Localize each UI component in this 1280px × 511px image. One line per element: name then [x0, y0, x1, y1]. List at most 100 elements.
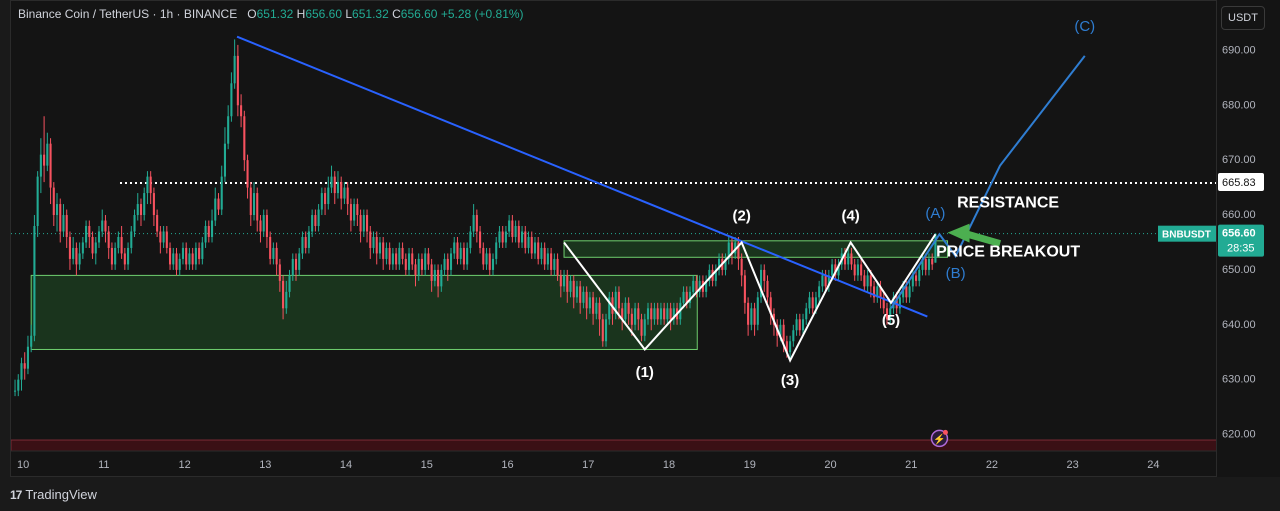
- candle-body: [527, 236, 530, 248]
- demand-zone-2[interactable]: [563, 240, 949, 258]
- candle-body: [204, 226, 207, 243]
- candle: [543, 242, 546, 270]
- candle-body: [43, 154, 46, 166]
- candle-body: [485, 253, 488, 265]
- candle-body: [288, 275, 291, 292]
- candle-body: [330, 176, 333, 188]
- candle: [753, 302, 756, 336]
- candle: [663, 302, 666, 325]
- candle-body: [533, 242, 537, 254]
- candle: [666, 302, 669, 325]
- candle-body: [669, 308, 672, 320]
- candle: [236, 44, 239, 117]
- candle: [333, 171, 336, 205]
- alert-icon[interactable]: [930, 429, 949, 448]
- candle: [889, 302, 892, 325]
- candle-body: [582, 291, 585, 303]
- candle-body: [314, 215, 317, 226]
- candle: [601, 313, 604, 347]
- descending-trendline[interactable]: [236, 35, 928, 318]
- candle-body: [743, 275, 746, 303]
- candle-body: [136, 204, 139, 216]
- candle-body: [763, 269, 766, 281]
- candle: [798, 313, 801, 336]
- candle: [385, 242, 388, 265]
- candle: [488, 247, 491, 276]
- candle: [88, 220, 91, 248]
- candle-body: [782, 324, 785, 342]
- candle-body: [243, 116, 246, 161]
- candle-body: [627, 302, 630, 314]
- candle: [214, 187, 217, 226]
- candle-body: [278, 264, 281, 281]
- candle: [640, 313, 643, 342]
- candle-body: [262, 215, 265, 232]
- candle-body: [26, 346, 30, 369]
- candle: [130, 226, 133, 254]
- candle-body: [934, 233, 937, 263]
- candle: [698, 275, 701, 298]
- candle-body: [876, 286, 879, 298]
- candle-body: [608, 297, 611, 320]
- candle-body: [55, 204, 59, 216]
- candle: [243, 110, 246, 172]
- candle-body: [927, 258, 931, 270]
- candle-body: [152, 193, 155, 216]
- price-axis-tick-label: 660.00: [1222, 209, 1256, 221]
- candle-body: [356, 204, 359, 216]
- candle: [278, 258, 281, 292]
- candle: [311, 209, 314, 237]
- candle-body: [714, 269, 717, 281]
- chart-canvas[interactable]: (1) (2) (3) (4) (5) (A) (B) (C) RESISTANCE PRICE …: [11, 1, 1217, 477]
- candle-body: [185, 247, 188, 265]
- candle-body: [491, 258, 495, 270]
- candle: [246, 154, 249, 199]
- candle-body: [724, 258, 727, 270]
- elliott-wave-path[interactable]: [563, 233, 937, 363]
- candle: [149, 171, 152, 205]
- candle-body: [20, 363, 23, 380]
- candle: [462, 242, 465, 270]
- candle: [104, 215, 107, 243]
- candle: [168, 242, 172, 270]
- candle: [646, 302, 650, 325]
- candle-body: [921, 258, 924, 270]
- candle-body: [811, 297, 814, 309]
- close-label: C: [392, 7, 401, 21]
- candle-body: [588, 297, 591, 309]
- candle-body: [498, 231, 501, 243]
- candle: [291, 253, 294, 281]
- tradingview-logo[interactable]: 17 TradingView: [10, 487, 97, 502]
- candle: [572, 275, 575, 309]
- candle: [420, 253, 423, 276]
- candle: [275, 242, 278, 276]
- candle: [934, 233, 937, 263]
- candle-body: [879, 286, 882, 298]
- time-axis-tick-label: 22: [986, 459, 998, 471]
- candle: [127, 242, 130, 270]
- high-value: 656.60: [305, 7, 343, 21]
- candle: [359, 209, 362, 243]
- candle-body: [598, 302, 601, 320]
- candle: [20, 357, 23, 391]
- candle: [230, 72, 233, 122]
- price-axis[interactable]: 690.00 680.00 670.00 660.00 650.00 640.00 630.…: [1217, 0, 1280, 477]
- currency-button[interactable]: USDT: [1221, 6, 1265, 30]
- candle: [550, 247, 553, 276]
- candle: [627, 297, 630, 325]
- abc-projection-path[interactable]: [890, 55, 1086, 309]
- candle: [718, 253, 721, 276]
- candle-body: [446, 258, 449, 270]
- plot-area[interactable]: (1) (2) (3) (4) (5) (A) (B) (C) RESISTANCE PRICE …: [10, 0, 1217, 477]
- candle: [401, 242, 404, 265]
- candle-body: [462, 247, 465, 265]
- candle-body: [918, 269, 921, 281]
- candle-body: [233, 55, 236, 84]
- candle-body: [178, 258, 181, 270]
- candle-body: [530, 236, 533, 254]
- candle: [634, 302, 637, 331]
- candle: [272, 242, 275, 265]
- candle-body: [391, 253, 394, 265]
- last-price-tag: [1218, 224, 1264, 257]
- symbol-title[interactable]: Binance Coin / TetherUS · 1h · BINANCE: [18, 7, 238, 21]
